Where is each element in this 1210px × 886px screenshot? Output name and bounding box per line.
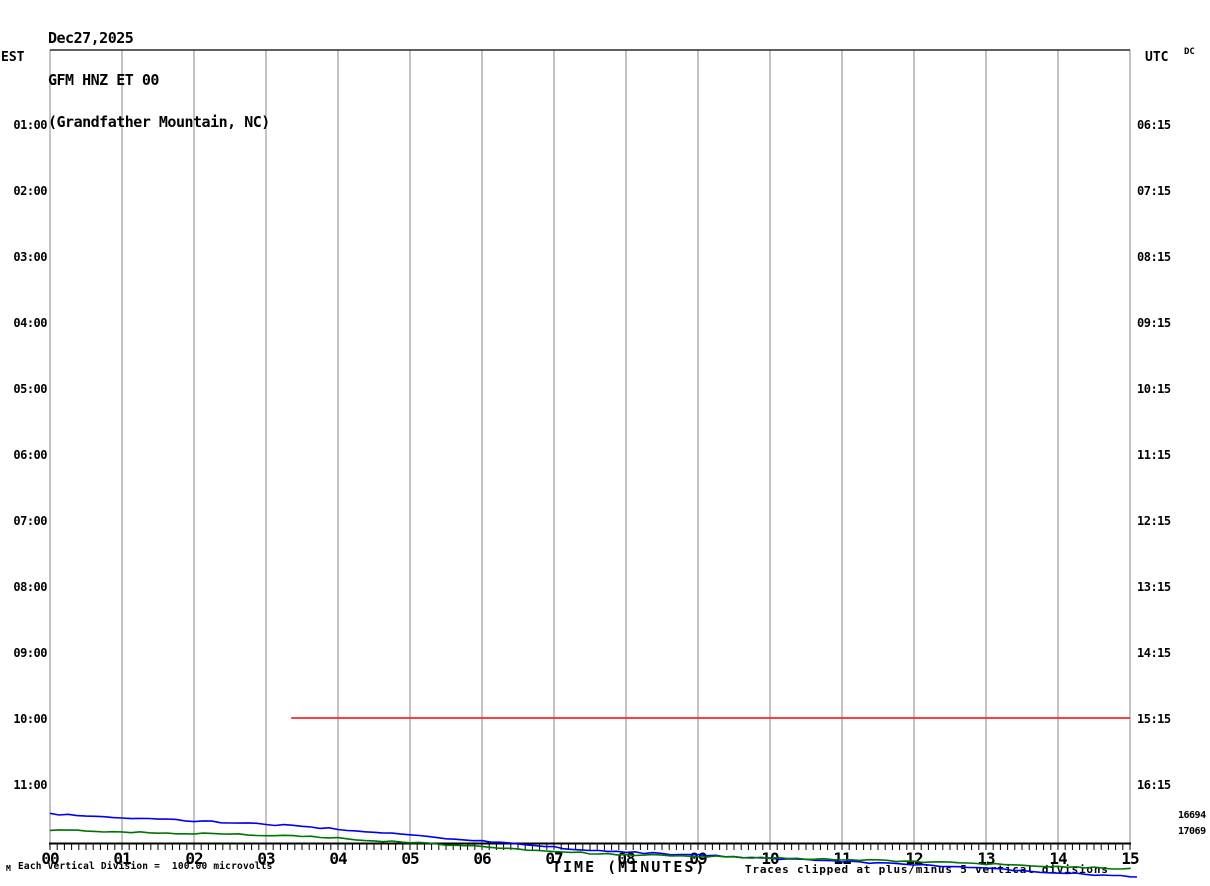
utc-time-label: 15:15 [1137,712,1171,726]
est-time-label: 06:00 [13,448,47,462]
utc-time-label: 12:15 [1137,514,1171,528]
utc-time-label: 16:15 [1137,778,1171,792]
minute-label: 00 [41,849,59,868]
est-time-label: 10:00 [13,712,47,726]
minute-label: 13 [977,849,995,868]
est-time-label: 03:00 [13,250,47,264]
utc-time-label: 08:15 [1137,250,1171,264]
est-time-label: 02:00 [13,184,47,198]
title-date: Dec27,2025 [48,29,134,47]
minute-label: 02 [185,849,203,868]
minute-label: 07 [545,849,563,868]
utc-time-label: 13:15 [1137,580,1171,594]
est-time-label: 11:00 [13,778,47,792]
minute-label: 01 [113,849,131,868]
title-location: (Grandfather Mountain, NC) [48,113,270,131]
est-time-label: 05:00 [13,382,47,396]
right-axis-label: UTC [1145,50,1169,65]
minute-label: 14 [1049,849,1067,868]
logo-glyph: M [6,864,11,873]
minute-label: 11 [833,849,851,868]
x-axis-title: TIME (MINUTES) [552,858,707,876]
seismic-trace [49,812,1138,878]
minute-label: 04 [329,849,347,868]
utc-time-label: 07:15 [1137,184,1171,198]
utc-time-label: 10:15 [1137,382,1171,396]
est-time-label: 08:00 [13,580,47,594]
scale-note: Each Vertical Division = 100.00 microvol… [18,861,273,872]
left-axis-label: EST [1,50,25,65]
dc-superscript: DC [1184,47,1195,57]
minute-label: 06 [473,849,491,868]
minute-label: 05 [401,849,419,868]
title-station: GFM HNZ ET 00 [48,71,159,89]
est-time-label: 01:00 [13,118,47,132]
seismic-trace [49,829,1131,870]
trace-value-green: 17069 [1178,826,1206,837]
title-block: Dec27,2025 GFM HNZ ET 00 (Grandfather Mo… [48,3,270,157]
trace-value-blue: 16694 [1178,810,1206,821]
est-time-label: 04:00 [13,316,47,330]
clip-note: Traces clipped at plus/minus 5 vertical … [745,863,1109,876]
right-time-axis: 06:15 07:15 08:15 09:15 10:15 11:15 12:15 13:15… [1137,0,1197,886]
left-time-axis: 01:00 02:00 03:00 04:00 05:00 06:00 07:00 08:00… [0,0,47,886]
est-time-label: 09:00 [13,646,47,660]
utc-time-label: 14:15 [1137,646,1171,660]
minute-label: 15 [1121,849,1139,868]
utc-time-label: 06:15 [1137,118,1171,132]
est-time-label: 07:00 [13,514,47,528]
minute-label: 03 [257,849,275,868]
utc-time-label: 11:15 [1137,448,1171,462]
utc-time-label: 09:15 [1137,316,1171,330]
